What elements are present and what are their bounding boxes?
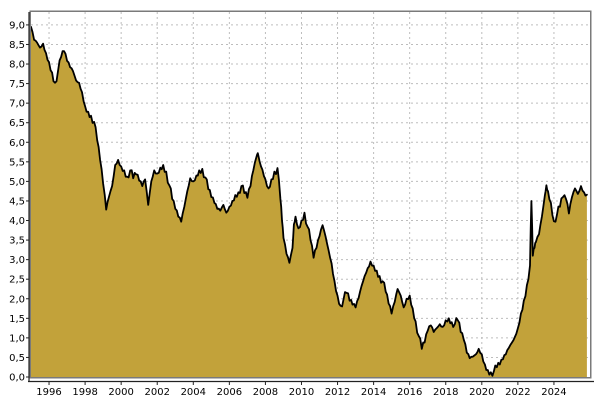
y-tick-label: 8,0 [9, 60, 25, 71]
axis-lines [26, 12, 594, 385]
y-tick-label: 0,5 [9, 353, 25, 364]
y-tick-label: 9,0 [9, 20, 25, 31]
x-tick-label: 1998 [72, 387, 97, 398]
x-tick-label: 2022 [505, 387, 530, 398]
y-tick-label: 2,5 [9, 275, 25, 286]
y-tick-label: 7,0 [9, 99, 25, 110]
area-series [31, 26, 587, 378]
x-tick-label: 2018 [433, 387, 458, 398]
y-tick-label: 3,5 [9, 236, 25, 247]
x-tick-label: 2012 [325, 387, 350, 398]
plot-border [29, 10, 592, 379]
y-tick-label: 4,0 [9, 216, 25, 227]
x-tick-label: 2020 [469, 387, 494, 398]
y-tick-label: 6,0 [9, 138, 25, 149]
y-tick-label: 0,0 [9, 373, 25, 384]
y-tick-label: 7,5 [9, 79, 25, 90]
x-tick-label: 2004 [181, 387, 206, 398]
x-tick-label: 2016 [397, 387, 422, 398]
y-axis-labels: 0,0 0,5 1,0 1,5 2,0 2,5 3,0 3,5 4,0 4,5 5,0 5,5 6,0 6… [9, 20, 25, 383]
x-tick-label: 2024 [541, 387, 566, 398]
x-tick-label: 2010 [289, 387, 314, 398]
x-tick-label: 2008 [253, 387, 278, 398]
y-tick-label: 8,5 [9, 40, 25, 51]
y-tick-label: 1,5 [9, 314, 25, 325]
grid-lines [31, 12, 590, 377]
y-tick-label: 1,0 [9, 333, 25, 344]
x-tick-label: 2002 [144, 387, 169, 398]
y-tick-label: 3,0 [9, 255, 25, 266]
y-tick-label: 5,5 [9, 157, 25, 168]
y-tick-label: 4,5 [9, 196, 25, 207]
x-tick-label: 2014 [361, 387, 386, 398]
x-tick-label: 2000 [108, 387, 133, 398]
y-tick-label: 2,0 [9, 294, 25, 305]
y-tick-label: 5,0 [9, 177, 25, 188]
x-axis-labels: 1996 1998 2000 2002 2004 2006 2008 2010 2012 2014… [36, 387, 566, 398]
series-line [30, 26, 588, 377]
y-tick-label: 6,5 [9, 118, 25, 129]
x-tick-label: 2006 [217, 387, 242, 398]
x-tick-label: 1996 [36, 387, 61, 398]
